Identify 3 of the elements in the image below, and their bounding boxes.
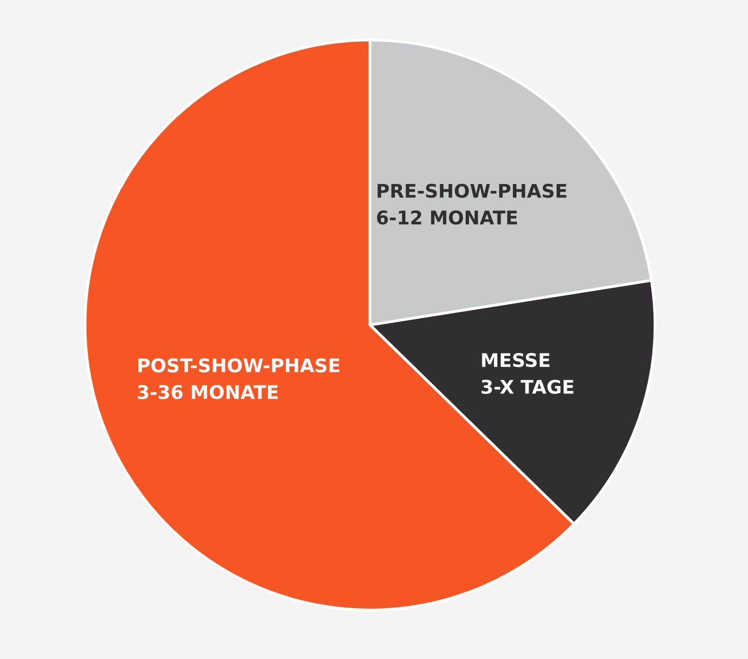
slice-label: PRE-SHOW-PHASE 6-12 MONATE [377, 184, 566, 225]
slice-label: POST-SHOW-PHASE 3-36 MONATE [138, 358, 340, 400]
slice-label: MESSE 3-X TAGE [482, 353, 574, 394]
